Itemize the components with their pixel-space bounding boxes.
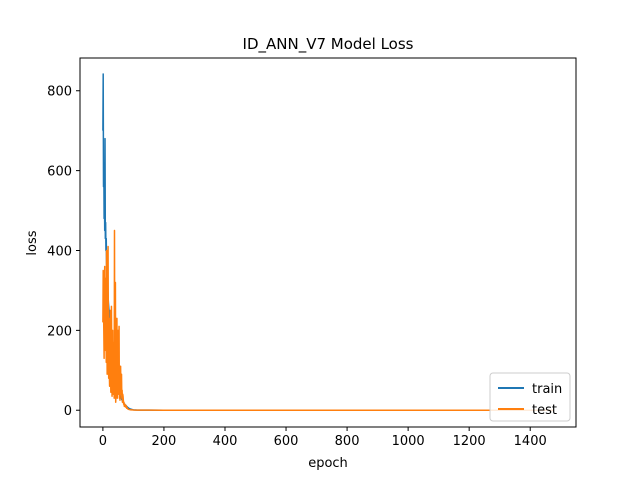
y-axis: 0 200 400 600 800 bbox=[47, 85, 80, 419]
y-tick-label: 800 bbox=[47, 85, 72, 100]
series-line-test bbox=[102, 229, 554, 411]
legend-label-test: test bbox=[532, 403, 557, 418]
x-tick-label: 400 bbox=[213, 434, 238, 449]
x-tick-label: 800 bbox=[335, 434, 360, 449]
x-axis-label: epoch bbox=[308, 456, 348, 471]
y-tick-label: 600 bbox=[47, 165, 72, 180]
y-tick-label: 400 bbox=[47, 244, 72, 259]
x-axis: 0 200 400 600 800 1000 1200 1400 bbox=[99, 427, 547, 449]
y-tick-label: 200 bbox=[47, 324, 72, 339]
x-tick-label: 0 bbox=[99, 434, 107, 449]
y-tick-label: 0 bbox=[64, 404, 72, 419]
series-layer bbox=[102, 73, 554, 411]
legend-label-train: train bbox=[532, 382, 562, 397]
chart-title: ID_ANN_V7 Model Loss bbox=[243, 35, 414, 54]
x-tick-label: 200 bbox=[152, 434, 177, 449]
x-tick-label: 1400 bbox=[514, 434, 547, 449]
x-tick-label: 600 bbox=[274, 434, 299, 449]
legend-box bbox=[489, 372, 571, 422]
legend: train test bbox=[489, 372, 571, 422]
y-axis-label: loss bbox=[25, 230, 40, 255]
plot-frame bbox=[79, 57, 577, 428]
x-tick-label: 1200 bbox=[453, 434, 486, 449]
x-tick-label: 1000 bbox=[392, 434, 425, 449]
